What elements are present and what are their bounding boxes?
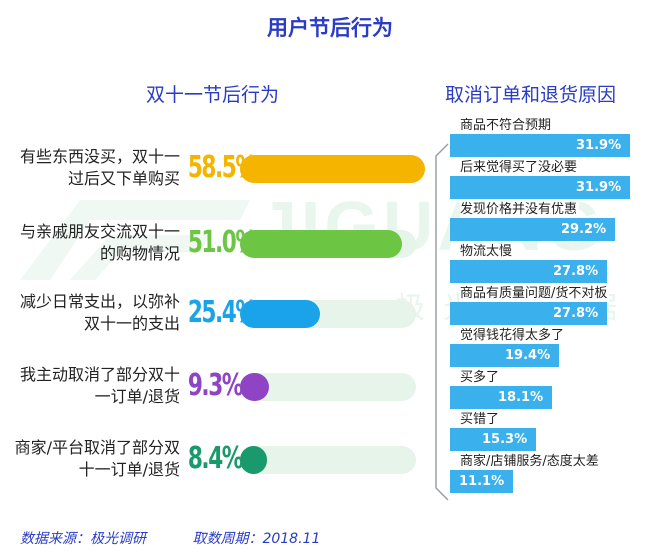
left-bar bbox=[240, 230, 402, 258]
right-bar-label: 商品不符合预期 bbox=[460, 118, 554, 134]
left-bar-row: 减少日常支出，以弥补双十一的支出 25.4% bbox=[0, 291, 440, 343]
right-bar-value: 27.8% bbox=[553, 306, 599, 321]
left-bar bbox=[240, 373, 270, 401]
right-bar-value: 11.1% bbox=[459, 474, 505, 489]
left-bar-label: 有些东西没买，双十一过后又下单购买 bbox=[19, 147, 180, 188]
right-bar-row: 买多了 18.1% bbox=[450, 370, 640, 412]
chart-connector-bracket bbox=[435, 143, 449, 501]
watermark-logo bbox=[20, 200, 250, 280]
right-bar-row: 买错了 15.3% bbox=[450, 412, 640, 454]
right-bar-value: 18.1% bbox=[498, 390, 544, 405]
right-chart-title: 取消订单和退货原因 bbox=[445, 84, 617, 106]
left-bar-track bbox=[240, 155, 426, 183]
right-bar-row: 发现价格并没有优惠 29.2% bbox=[450, 202, 640, 244]
right-bar-label: 发现价格并没有优惠 bbox=[460, 202, 580, 218]
left-bar-value: 58.5% bbox=[187, 150, 257, 185]
right-bar-row: 后来觉得买了没必要 31.9% bbox=[450, 160, 640, 202]
left-chart-title: 双十一节后行为 bbox=[146, 84, 280, 106]
left-bar-label: 我主动取消了部分双十一订单/退货 bbox=[19, 365, 180, 406]
right-bar-label: 物流太慢 bbox=[460, 244, 515, 260]
right-bar bbox=[450, 470, 513, 493]
right-bar-label: 后来觉得买了没必要 bbox=[460, 160, 580, 176]
right-bar-label: 买错了 bbox=[460, 412, 502, 428]
right-bar-value: 29.2% bbox=[561, 222, 607, 237]
right-bar-row: 觉得钱花得太多了 19.4% bbox=[450, 328, 640, 370]
left-bar-value: 8.4% bbox=[187, 441, 244, 476]
right-bar-value: 15.3% bbox=[482, 432, 528, 447]
right-bar bbox=[450, 218, 615, 241]
footer-source: 数据来源：极光调研 取数周期：2018.11 bbox=[20, 528, 362, 548]
left-bar-track bbox=[240, 373, 416, 401]
right-bar bbox=[450, 134, 630, 157]
right-bar-row: 商家/店铺服务/态度太差 11.1% bbox=[450, 454, 640, 496]
right-bar-value: 31.9% bbox=[576, 180, 622, 195]
right-bar-value: 19.4% bbox=[505, 348, 551, 363]
left-bar-label: 商家/平台取消了部分双十一订单/退货 bbox=[14, 438, 180, 479]
right-bar-label: 买多了 bbox=[460, 370, 502, 386]
left-bar-row: 我主动取消了部分双十一订单/退货 9.3% bbox=[0, 364, 440, 416]
left-bar-row: 与亲戚朋友交流双十一的购物情况 51.0% bbox=[0, 221, 440, 273]
right-bar-value: 31.9% bbox=[576, 138, 622, 153]
left-bar-value: 9.3% bbox=[187, 368, 244, 403]
right-bar bbox=[450, 260, 607, 283]
data-period-text: 取数周期：2018.11 bbox=[192, 531, 321, 547]
left-bar-row: 商家/平台取消了部分双十一订单/退货 8.4% bbox=[0, 437, 440, 489]
right-bar bbox=[450, 344, 559, 367]
right-bar-value: 27.8% bbox=[553, 264, 599, 279]
right-bar bbox=[450, 428, 536, 451]
right-bar-label: 商品有质量问题/货不对板 bbox=[460, 286, 610, 302]
right-bar-label: 觉得钱花得太多了 bbox=[460, 328, 567, 344]
data-source-text: 数据来源：极光调研 bbox=[20, 531, 146, 547]
page-title: 用户节后行为 bbox=[267, 16, 393, 40]
left-bar-track bbox=[240, 300, 416, 328]
left-bar bbox=[240, 300, 321, 328]
right-bar bbox=[450, 176, 630, 199]
right-bar-row: 物流太慢 27.8% bbox=[450, 244, 640, 286]
right-bar-label: 商家/店铺服务/态度太差 bbox=[460, 454, 601, 470]
right-bar-row: 商品不符合预期 31.9% bbox=[450, 118, 640, 160]
left-bar-label: 与亲戚朋友交流双十一的购物情况 bbox=[19, 222, 180, 263]
left-bar-value: 51.0% bbox=[187, 225, 257, 260]
left-bar-track bbox=[240, 230, 416, 258]
right-bar-row: 商品有质量问题/货不对板 27.8% bbox=[450, 286, 640, 328]
left-bar bbox=[240, 155, 426, 183]
left-bar bbox=[240, 446, 267, 474]
right-bar bbox=[450, 386, 552, 409]
right-bar bbox=[450, 302, 607, 325]
left-bar-track bbox=[240, 446, 416, 474]
left-bar-row: 有些东西没买，双十一过后又下单购买 58.5% bbox=[0, 146, 440, 198]
left-bar-value: 25.4% bbox=[187, 295, 257, 330]
left-bar-label: 减少日常支出，以弥补双十一的支出 bbox=[19, 292, 180, 333]
